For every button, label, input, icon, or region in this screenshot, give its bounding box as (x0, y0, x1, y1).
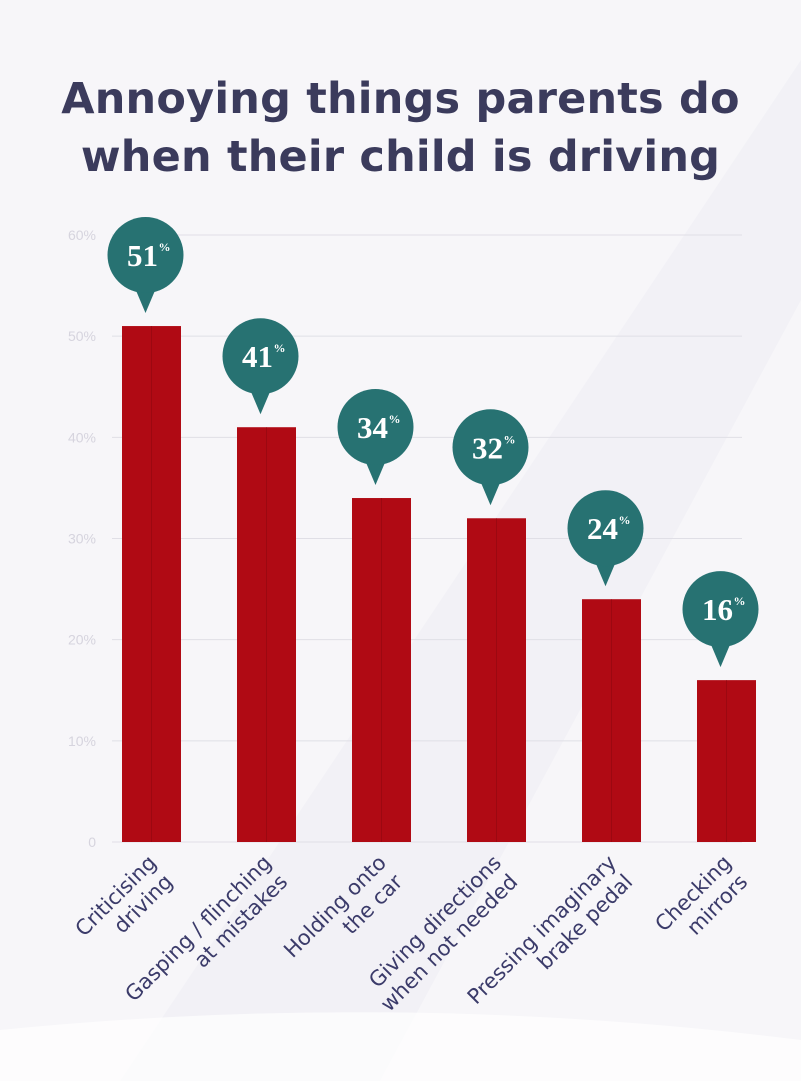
y-tick-label: 30% (68, 531, 96, 547)
value-marker-pointer (134, 287, 157, 314)
bar-group: 34 %Holding ontothe car (279, 389, 414, 962)
bar-group: 41 %Gasping / flinchingat mistakes (120, 318, 299, 1006)
y-tick-label: 0 (88, 834, 96, 850)
value-marker (682, 571, 759, 648)
value-percent-sign: % (504, 432, 516, 446)
value-marker (222, 318, 299, 395)
value-marker-pointer (479, 479, 502, 506)
value-label: 16 (702, 592, 733, 627)
value-label: 41 (242, 339, 273, 374)
value-label: 32 (472, 430, 503, 465)
bar-group: 16 % Checkingmirrors (650, 571, 759, 954)
category-label: Checkingmirrors (650, 851, 753, 954)
chart-title: Annoying things parents do when their ch… (0, 70, 801, 186)
value-percent-sign: % (159, 240, 171, 254)
chart-title-line-1: Annoying things parents do (61, 74, 740, 124)
value-percent-sign: % (274, 341, 286, 355)
category-label: Criticisingdriving (71, 851, 179, 959)
value-marker (452, 409, 529, 486)
value-marker (567, 490, 644, 567)
value-marker (337, 389, 414, 466)
value-percent-sign: % (734, 594, 746, 608)
y-tick-label: 50% (68, 328, 96, 344)
value-label: 51 (127, 238, 158, 273)
value-label: 34 (357, 410, 388, 445)
value-marker-pointer (249, 388, 272, 415)
y-tick-label: 60% (68, 227, 96, 243)
value-marker-pointer (709, 641, 732, 668)
y-tick-label: 10% (68, 733, 96, 749)
y-tick-label: 20% (68, 632, 96, 648)
value-marker (107, 217, 184, 294)
value-percent-sign: % (619, 513, 631, 527)
value-label: 24 (587, 511, 618, 546)
value-percent-sign: % (389, 412, 401, 426)
value-marker-pointer (594, 560, 617, 587)
value-marker-pointer (364, 459, 387, 486)
chart-title-line-2: when their child is driving (80, 132, 721, 182)
y-tick-label: 40% (68, 429, 96, 445)
